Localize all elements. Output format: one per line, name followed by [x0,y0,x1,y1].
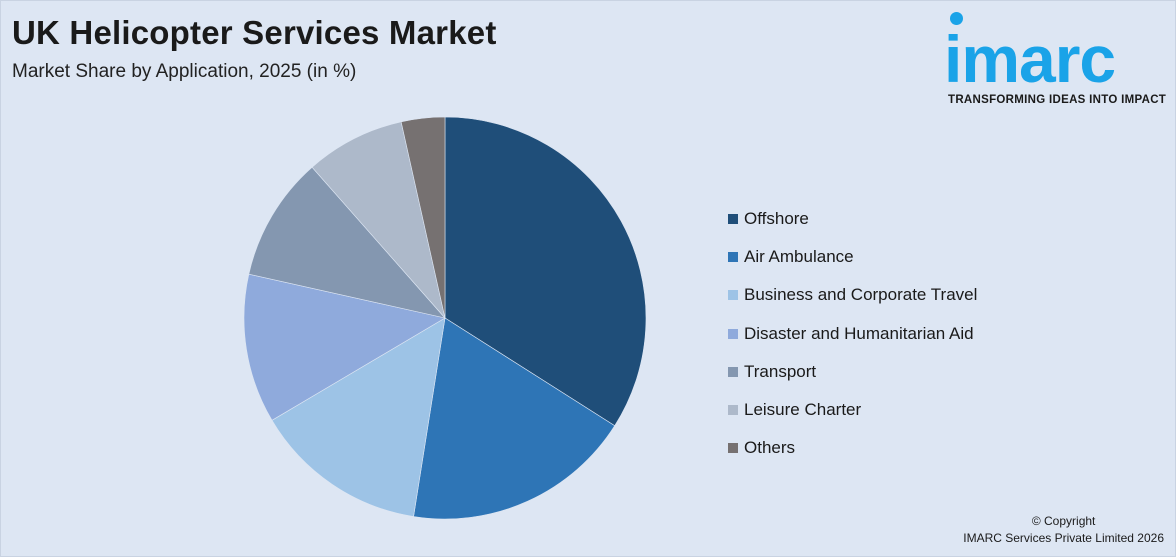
legend-item: Air Ambulance [728,238,977,276]
pie-slice-offshore [444,116,647,427]
chart-legend: Offshore Air Ambulance Business and Corpor… [728,200,977,467]
legend-item: Transport [728,353,977,391]
legend-label: Business and Corporate Travel [744,285,978,305]
legend-label: Disaster and Humanitarian Aid [744,323,974,343]
pie-slice-business-and-corporate-travel [271,317,446,517]
logo-dot-icon [950,12,963,25]
legend-label: Air Ambulance [744,247,854,267]
chart-title: UK Helicopter Services Market [12,14,497,51]
imarc-logo: imarc TRANSFORMING IDEAS INTO IMPACT [944,12,1172,108]
pie-chart [243,116,647,520]
legend-label: Leisure Charter [744,400,862,420]
pie-slice-others [400,116,446,319]
legend-item: Business and Corporate Travel [728,276,977,314]
legend-item: Disaster and Humanitarian Aid [728,315,977,353]
legend-item: Offshore [728,200,977,238]
copyright-line: © Copyright [1031,514,1096,528]
legend-label: Others [744,438,796,458]
copyright-notice: © Copyright IMARC Services Private Limit… [963,513,1164,547]
legend-swatch [728,443,738,454]
legend-label: Transport [744,361,817,381]
logo-wordmark: imarc [944,22,1116,96]
legend-swatch [728,328,738,339]
legend-swatch [728,290,738,301]
pie-slice-leisure-charter [311,121,446,319]
legend-swatch [728,405,738,416]
legend-item: Leisure Charter [728,391,977,429]
pie-slice-air-ambulance [413,317,616,520]
legend-swatch [728,214,738,225]
company-line: IMARC Services Private Limited 2026 [963,531,1164,545]
pie-slice-transport [248,166,446,319]
legend-item: Others [728,429,977,467]
pie-slice-disaster-and-humanitarian-aid [243,273,446,421]
legend-swatch [728,252,738,263]
legend-swatch [728,366,738,377]
logo-tagline: TRANSFORMING IDEAS INTO IMPACT [948,94,1167,106]
chart-subtitle: Market Share by Application, 2025 (in %) [12,61,357,82]
legend-label: Offshore [744,209,809,229]
